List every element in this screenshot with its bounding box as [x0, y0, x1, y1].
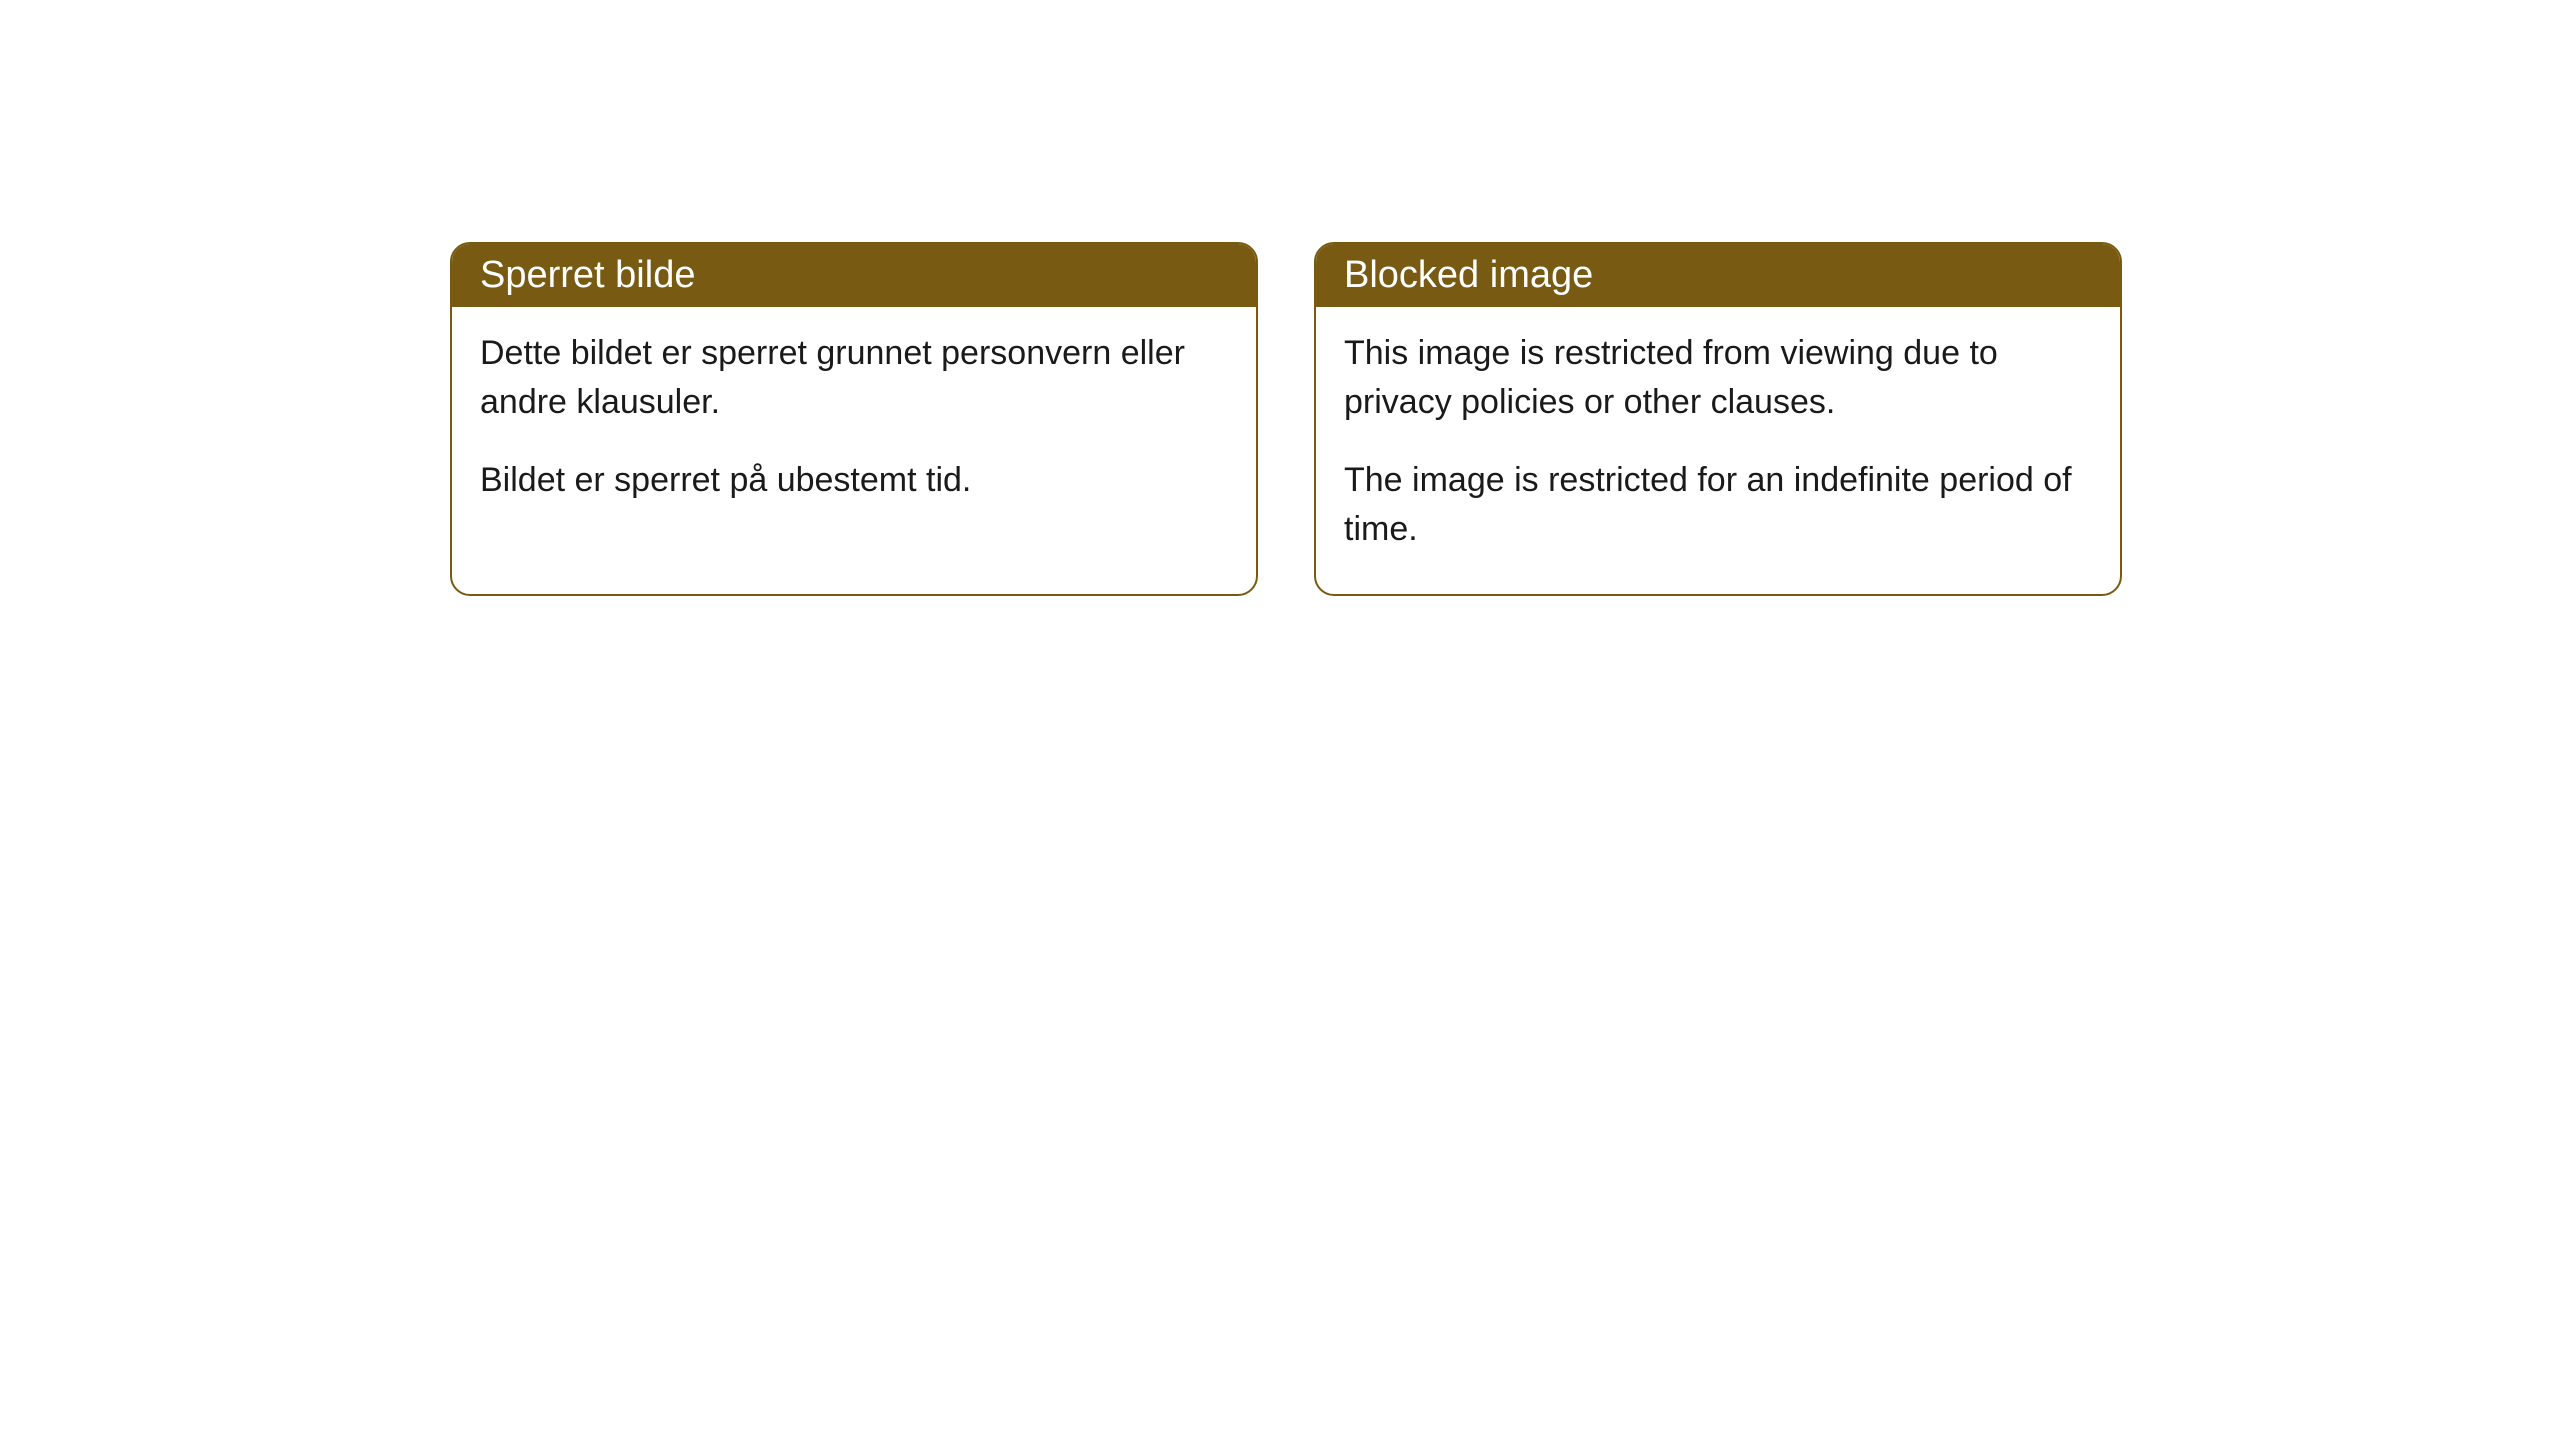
card-title: Sperret bilde	[480, 254, 695, 296]
card-body-english: This image is restricted from viewing du…	[1316, 307, 2120, 594]
card-title: Blocked image	[1344, 254, 1593, 296]
blocked-image-cards-container: Sperret bilde Dette bildet er sperret gr…	[450, 242, 2122, 596]
card-paragraph-1: Dette bildet er sperret grunnet personve…	[480, 329, 1228, 428]
card-body-norwegian: Dette bildet er sperret grunnet personve…	[452, 307, 1256, 545]
card-paragraph-2: The image is restricted for an indefinit…	[1344, 456, 2092, 555]
card-paragraph-2: Bildet er sperret på ubestemt tid.	[480, 456, 1228, 505]
blocked-image-card-norwegian: Sperret bilde Dette bildet er sperret gr…	[450, 242, 1258, 596]
card-header-english: Blocked image	[1316, 244, 2120, 307]
blocked-image-card-english: Blocked image This image is restricted f…	[1314, 242, 2122, 596]
card-header-norwegian: Sperret bilde	[452, 244, 1256, 307]
card-paragraph-1: This image is restricted from viewing du…	[1344, 329, 2092, 428]
